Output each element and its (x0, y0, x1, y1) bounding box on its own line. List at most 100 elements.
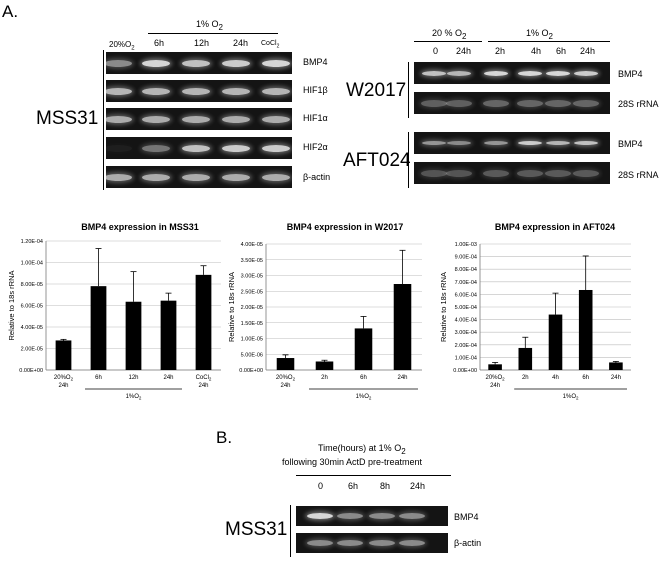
y-tick-label: 1.00E-05 (241, 337, 263, 343)
aft024-bracket (408, 132, 409, 188)
panel-b-bracket (290, 505, 291, 557)
w2017-cell-line-label: W2017 (346, 80, 407, 101)
gel-band (484, 70, 508, 76)
mss31-row-label: β-actin (303, 172, 331, 182)
y-tick-label: 2.50E-05 (241, 289, 263, 295)
y-tick-label: 3.00E-05 (241, 274, 263, 280)
x-tick-label-sub: 2 (293, 377, 296, 382)
x-tick-label: 20%O2 (54, 375, 74, 382)
bar (548, 314, 563, 370)
y-tick-label: 1.00E-04 (21, 261, 43, 267)
gel-band (573, 99, 599, 107)
y-tick-label: 0.00E+00 (19, 368, 43, 374)
y-tick-label: 6.00E-05 (21, 304, 43, 310)
panel-b-gel-bmp4 (296, 506, 448, 526)
group-label-sub: 2 (576, 396, 579, 401)
x-tick-label-sub: 2 (209, 377, 212, 382)
x-tick-label: 24h (163, 375, 173, 381)
aft024-gel-28s (414, 162, 610, 184)
gel-band (222, 144, 250, 152)
x-tick-label: 6h (582, 375, 589, 381)
gel-band (545, 169, 571, 177)
mouse-lane-label: 4h (531, 46, 542, 56)
mss31-gel-HIF2α (106, 137, 292, 159)
gel-band (399, 513, 425, 519)
panel-b-letter: B. (216, 428, 233, 447)
x-tick-label: 24h (397, 375, 407, 381)
gel-band (369, 513, 395, 519)
mouse-lane-label: 2h (495, 46, 506, 56)
bar-charts: BMP4 expression in MSS31 0.00E+00 2.00E-05… (7, 222, 631, 401)
x-tick-label: 24h (490, 383, 500, 389)
y-tick-label: 3.50E-05 (241, 258, 263, 264)
panel-b-row-label: BMP4 (454, 512, 479, 522)
group-label-sub: 2 (139, 396, 142, 401)
panel-b-lane-label: 24h (410, 481, 426, 491)
y-tick-label: 1.00E-04 (455, 355, 477, 361)
w2017-row-label: 28S rRNA (618, 99, 659, 109)
x-tick-label: 20%O2 (276, 375, 296, 382)
aft024-cell-line-label: AFT024 (343, 150, 411, 171)
panel-b-title-line1: Time(hours) at 1% O2 (318, 443, 406, 456)
gel-band (483, 99, 509, 107)
chart-title: BMP4 expression in MSS31 (81, 222, 199, 232)
gel-band (106, 173, 132, 181)
w2017-row-label: BMP4 (618, 69, 643, 79)
y-tick-label: 8.00E-05 (21, 282, 43, 288)
gel-band (421, 99, 447, 107)
gel-band (307, 540, 333, 546)
gel-band (106, 144, 132, 152)
mouse-header-left: 20 % O2 (432, 28, 467, 41)
aft024-row-label: BMP4 (618, 139, 643, 149)
x-tick-label: 2h (321, 375, 328, 381)
gel-band (574, 70, 598, 76)
mouse-lane-label: 0 (433, 46, 439, 56)
gel-band (484, 141, 508, 145)
gel-band (573, 169, 599, 177)
group-label: 1%O2 (356, 394, 372, 401)
y-axis-label: Relative to 18s rRNA (439, 272, 448, 342)
bar (578, 289, 593, 370)
bar (488, 364, 502, 370)
gel-band (262, 173, 290, 181)
panel-b-lane-label: 8h (380, 481, 391, 491)
bar (518, 347, 533, 370)
bar (315, 361, 334, 370)
gel-band (422, 141, 446, 145)
gel-band (106, 59, 132, 67)
gel-band (106, 87, 132, 95)
w2017-gel-28s (414, 92, 610, 114)
gel-band (574, 141, 598, 145)
panel-b-lane-label: 6h (348, 481, 359, 491)
gel-band (182, 173, 210, 181)
group-label: 1%O2 (563, 394, 579, 401)
y-axis-label: Relative to 18s rRNA (7, 270, 16, 340)
y-tick-label: 3.00E-04 (455, 330, 477, 336)
panel-b-lane-label: 0 (318, 481, 324, 491)
aft024-gel-bmp4 (414, 132, 610, 154)
mss31-row-label: HIF2α (303, 142, 328, 152)
gel-band (307, 513, 333, 519)
mss31-group-label: 1% O2 (196, 19, 223, 32)
gel-band (546, 141, 570, 145)
y-tick-label: 5.00E-06 (241, 352, 263, 358)
bar (125, 301, 142, 370)
y-tick-label: 0.00E+00 (453, 368, 477, 374)
x-tick-label: 6h (360, 375, 367, 381)
gel-band (182, 87, 210, 95)
bar (195, 274, 212, 370)
w2017-bracket (408, 62, 409, 118)
y-tick-label: 2.00E-04 (455, 343, 477, 349)
y-tick-label: 2.00E-05 (21, 347, 43, 353)
gel-band (399, 540, 425, 546)
y-tick-label: 1.20E-04 (21, 239, 43, 245)
bar (609, 362, 623, 370)
mss31-row-label: BMP4 (303, 57, 328, 67)
y-tick-label: 1.50E-05 (241, 321, 263, 327)
mss31-gel-HIF1β (106, 80, 292, 102)
gel-band (518, 70, 542, 76)
x-tick-label: CoCl2 (196, 375, 212, 382)
gel-band (517, 169, 543, 177)
bar (55, 340, 72, 370)
y-tick-label: 7.00E-04 (455, 280, 477, 286)
